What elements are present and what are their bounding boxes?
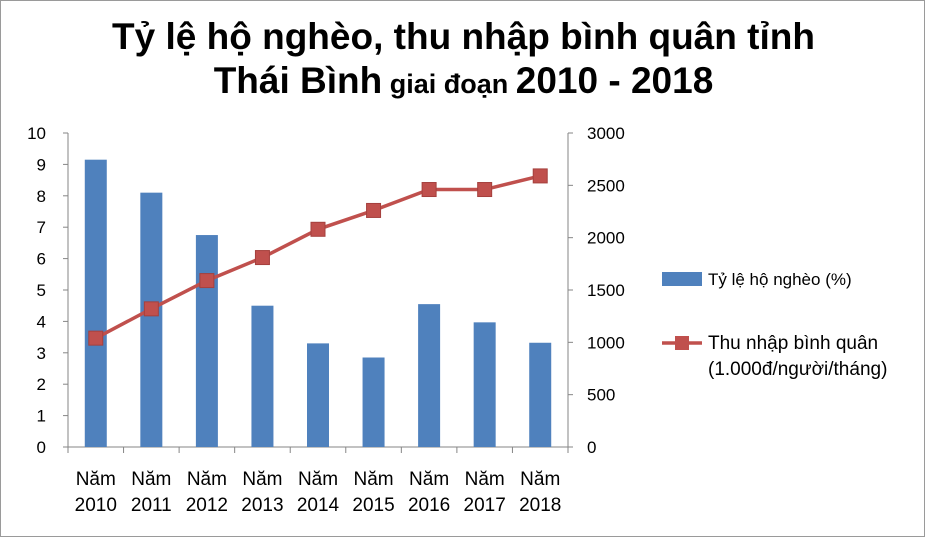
chart-title-period-label: giai đoạn	[382, 69, 516, 99]
chart-title-place: Thái Bình	[213, 60, 383, 101]
y-left-tick-label: 10	[27, 124, 46, 143]
line-point	[254, 250, 270, 266]
line-point	[310, 221, 326, 237]
bar	[307, 343, 329, 447]
y-right-tick-label: 3000	[587, 124, 625, 143]
line-point	[366, 202, 382, 218]
y-left-tick-label: 8	[37, 187, 46, 206]
bar	[362, 357, 385, 447]
x-tick-label: Năm	[409, 469, 449, 490]
y-left-tick-label: 0	[37, 438, 46, 457]
x-tick-label: Năm	[353, 469, 393, 490]
chart-title: Tỷ lệ hộ nghèo, thu nhập bình quân tỉnh …	[1, 15, 924, 111]
chart-title-years: 2010 - 2018	[515, 60, 714, 101]
x-tick-label: 2015	[352, 495, 394, 516]
x-tick-label: Năm	[76, 469, 116, 490]
x-tick-label: 2013	[241, 495, 283, 516]
x-tick-label: Năm	[131, 469, 171, 490]
bar	[140, 192, 163, 447]
x-tick-label: 2012	[186, 495, 228, 516]
y-left-tick-label: 7	[37, 218, 46, 237]
legend-label-line-unit: (1.000đ/người/tháng)	[708, 359, 887, 380]
x-tick-label: Năm	[242, 469, 282, 490]
y-left-tick-label: 1	[37, 407, 46, 426]
line-point	[143, 301, 159, 317]
legend: Tỷ lệ hộ nghèo (%) Thu nhập bình quân (1.0…	[662, 270, 887, 380]
y-left-tick-label: 2	[37, 375, 46, 394]
bar	[473, 322, 496, 447]
y-right-tick-label: 0	[587, 438, 596, 457]
line-point	[421, 182, 437, 198]
line-point	[199, 273, 215, 289]
tick-labels: 0 1 2 3 4 5 6 7 8 9 10 0 500 1000 1500 2000 2500 3000 Năm 2…	[27, 124, 625, 516]
x-tick-label: 2011	[131, 495, 172, 516]
y-right-tick-label: 2000	[587, 229, 625, 248]
line-point	[88, 330, 104, 346]
x-tick-label: Năm	[187, 469, 227, 490]
legend-label-bar: Tỷ lệ hộ nghèo (%)	[708, 270, 852, 289]
x-tick-label: 2016	[408, 495, 450, 516]
bar	[84, 159, 107, 447]
x-tick-label: 2017	[464, 495, 506, 516]
bar	[529, 342, 552, 447]
y-right-tick-label: 500	[587, 386, 615, 405]
y-left-tick-label: 5	[37, 281, 46, 300]
x-tick-label: 2018	[519, 495, 561, 516]
y-left-tick-label: 9	[37, 155, 46, 174]
x-tick-label: Năm	[465, 469, 505, 490]
line-point	[532, 168, 548, 184]
legend-swatch-bar	[662, 272, 702, 286]
bar	[418, 304, 441, 447]
x-tick-label: 2014	[297, 495, 340, 516]
bar	[251, 305, 274, 447]
y-left-tick-label: 4	[37, 312, 46, 331]
legend-label-line: Thu nhập bình quân	[708, 333, 878, 354]
y-right-tick-label: 2500	[587, 176, 625, 195]
y-left-tick-label: 3	[37, 344, 46, 363]
x-tick-label: 2010	[75, 495, 117, 516]
line-series	[88, 168, 548, 346]
x-tick-label: Năm	[298, 469, 338, 490]
y-left-tick-label: 6	[37, 250, 46, 269]
income-line	[94, 174, 541, 340]
bar	[195, 235, 218, 447]
y-right-tick-label: 1500	[587, 281, 625, 300]
line-point	[477, 182, 493, 198]
legend-swatch-marker	[675, 336, 689, 350]
chart-title-line1: Tỷ lệ hộ nghèo, thu nhập bình quân tỉnh	[112, 16, 815, 57]
x-tick-label: Năm	[520, 469, 560, 490]
y-right-tick-label: 1000	[587, 333, 625, 352]
